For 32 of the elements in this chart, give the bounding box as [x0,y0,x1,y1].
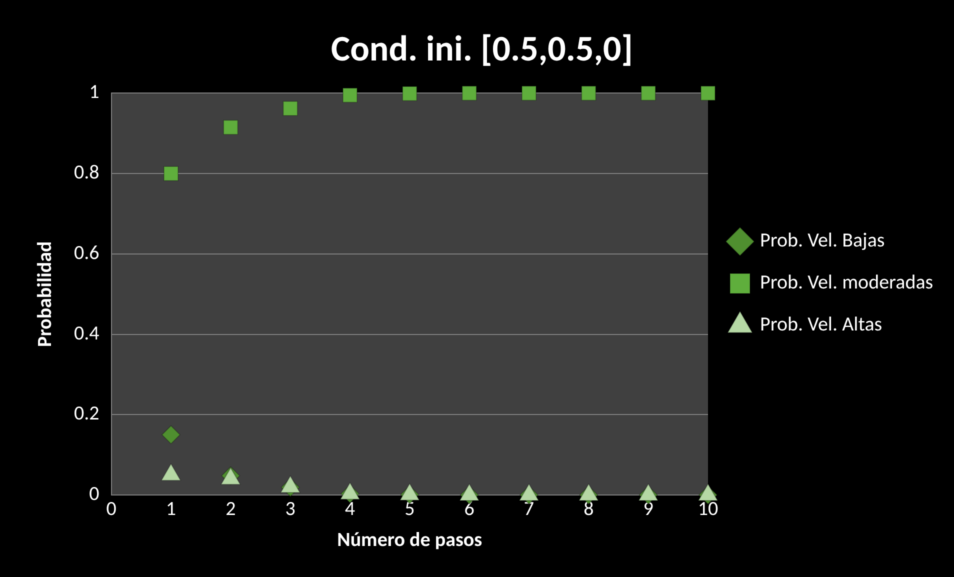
point [462,86,477,101]
x-tick-label: 0 [106,497,116,521]
point [282,100,298,116]
point [521,86,537,101]
x-axis-title: Número de pasos [337,528,482,552]
x-tick-label: 1 [166,497,176,521]
x-tick-label: 10 [698,497,718,521]
point [640,86,656,101]
point [223,120,238,135]
x-tick-label: 9 [643,497,654,521]
chart-title: Cond. ini. [0.5,0.5,0] [331,26,633,71]
legend-label: Prob. Vel. Altas [760,312,882,336]
y-tick-label: 0.6 [74,240,100,265]
point [581,86,596,101]
x-tick-label: 4 [344,497,356,521]
point [342,88,358,103]
point [402,86,418,102]
x-tick-label: 5 [404,497,415,521]
point [163,166,179,182]
y-tick-label: 0 [89,482,100,506]
legend-label: Prob. Vel. Bajas [760,228,885,252]
y-tick-label: 0.8 [74,160,100,185]
point [161,425,180,444]
y-axis-title: Probabilidad [33,241,57,347]
point [700,86,716,101]
x-tick-label: 6 [464,497,474,521]
x-tick-label: 3 [285,497,296,521]
y-tick-label: 0.2 [74,402,100,426]
x-tick-label: 2 [226,497,236,521]
y-tick-label: 1 [89,80,100,104]
y-tick-label: 0.4 [74,321,100,346]
legend-label: Prob. Vel. moderadas [760,270,934,294]
